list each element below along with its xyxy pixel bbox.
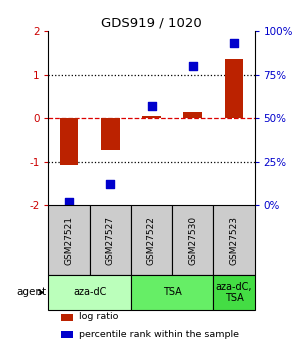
Text: log ratio: log ratio [79,312,119,321]
Bar [90,205,131,275]
Bar [131,205,172,275]
Bar [61,332,73,338]
Text: GSM27523: GSM27523 [229,216,238,265]
Bar [183,112,202,118]
Bar [48,205,90,275]
Text: GSM27527: GSM27527 [106,216,115,265]
Text: agent: agent [16,287,46,297]
Bar [213,205,255,275]
Point [108,181,113,187]
Point [190,63,195,69]
Point [67,199,72,205]
Bar [213,275,255,310]
Text: GSM27522: GSM27522 [147,216,156,265]
Bar [61,314,73,321]
Bar [172,205,213,275]
Text: GSM27521: GSM27521 [65,216,74,265]
Text: TSA: TSA [163,287,181,297]
Bar [142,116,161,118]
Title: GDS919 / 1020: GDS919 / 1020 [101,17,202,30]
Bar [48,275,131,310]
Bar [60,118,78,165]
Point [231,40,236,46]
Bar [225,59,243,118]
Text: aza-dC: aza-dC [73,287,106,297]
Bar [131,275,213,310]
Point [149,103,154,109]
Bar [101,118,120,149]
Text: percentile rank within the sample: percentile rank within the sample [79,330,239,339]
Text: aza-dC,
TSA: aza-dC, TSA [216,282,252,303]
Text: GSM27530: GSM27530 [188,216,197,265]
